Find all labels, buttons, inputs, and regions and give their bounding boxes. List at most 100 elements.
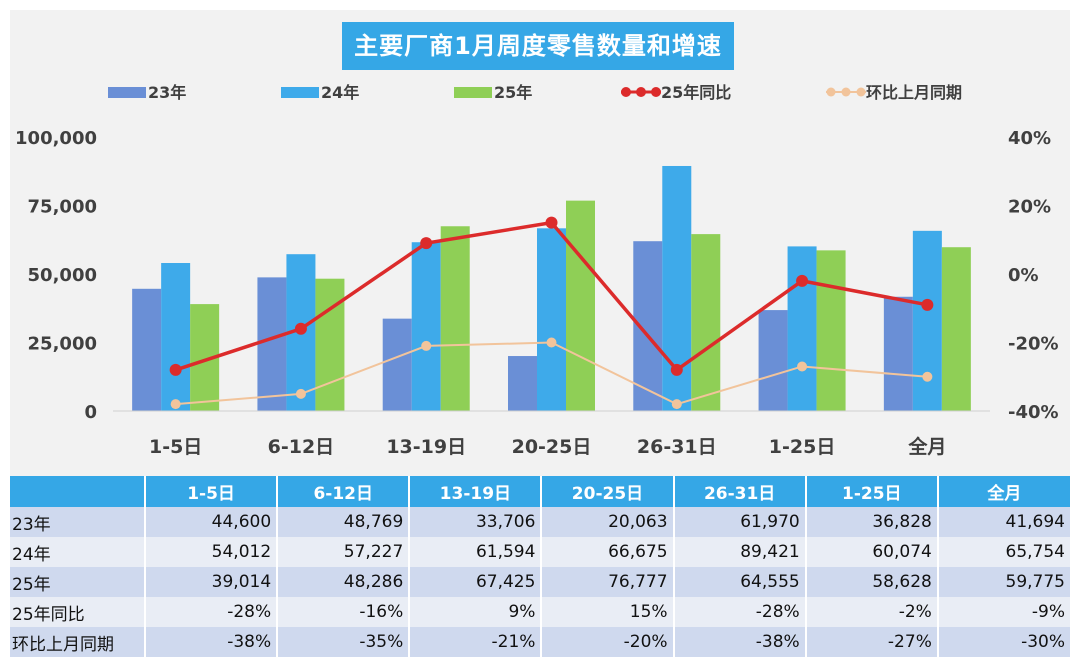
legend-marker: [856, 87, 866, 97]
line-point: [295, 388, 306, 399]
x-tick-label: 1-25日: [769, 436, 836, 458]
x-tick-label: 20-25日: [512, 436, 592, 458]
table-cell: -38%: [145, 627, 279, 657]
line-point: [797, 361, 808, 372]
table-cell: -28%: [673, 597, 807, 627]
table-cell: 64,555: [673, 567, 807, 597]
table-cell: 33,706: [409, 507, 543, 537]
y2-tick-label: 0%: [1008, 265, 1039, 286]
data-table: 1-5日 6-12日 13-19日 20-25日 26-31日 1-25日 全月…: [10, 476, 1070, 657]
table-header-cell: 6-12日: [277, 476, 411, 507]
legend-marker: [621, 87, 631, 97]
bar: [440, 226, 470, 411]
legend-label: 23年: [148, 83, 186, 102]
line-point: [169, 363, 182, 376]
table-cell: -21%: [409, 627, 543, 657]
table-cell: -38%: [673, 627, 807, 657]
table-cell: 44,600: [145, 507, 279, 537]
table-cell: -9%: [937, 597, 1070, 627]
line-point: [670, 363, 683, 376]
table-cell: 76,777: [541, 567, 675, 597]
y-tick-label: 100,000: [15, 128, 97, 149]
y-tick-label: 50,000: [28, 265, 97, 286]
line-point: [421, 340, 432, 351]
table-header-row: 1-5日 6-12日 13-19日 20-25日 26-31日 1-25日 全月: [10, 476, 1070, 507]
table-cell: 54,012: [145, 537, 279, 567]
y-tick-label: 25,000: [28, 334, 97, 355]
table-header-cell: 1-25日: [805, 476, 939, 507]
bar: [816, 250, 846, 411]
bar: [411, 242, 441, 411]
table-cell: -2%: [805, 597, 939, 627]
row-label: 25年: [10, 567, 146, 597]
table-cell: 9%: [409, 597, 543, 627]
y2-tick-label: 20%: [1008, 197, 1051, 218]
line-point: [170, 399, 181, 410]
line-point: [796, 274, 809, 287]
y2-tick-label: -20%: [1008, 334, 1059, 355]
y-tick-label: 75,000: [28, 197, 97, 218]
table-cell: 36,828: [805, 507, 939, 537]
table-cell: 66,675: [541, 537, 675, 567]
table-cell: 67,425: [409, 567, 543, 597]
table-cell: 48,286: [277, 567, 411, 597]
table-cell: -16%: [277, 597, 411, 627]
table-cell: 65,754: [937, 537, 1070, 567]
legend-swatch: [281, 87, 319, 98]
row-label: 环比上月同期: [10, 627, 146, 657]
table-header-cell: 26-31日: [673, 476, 807, 507]
bar: [161, 263, 191, 411]
table-cell: 39,014: [145, 567, 279, 597]
legend-marker: [651, 87, 661, 97]
table-cell: -35%: [277, 627, 411, 657]
table-row: 24年 54,012 57,227 61,594 66,675 89,421 6…: [10, 537, 1070, 567]
legend-swatch: [108, 87, 146, 98]
line-point: [420, 237, 433, 250]
legend-label: 环比上月同期: [866, 83, 962, 102]
line-point: [921, 298, 934, 311]
table-cell: 41,694: [937, 507, 1070, 537]
line-point: [545, 216, 558, 229]
bar: [508, 356, 537, 411]
line-point: [922, 371, 933, 382]
chart-svg: 0 25,000 50,000 75,000 100,000 -40% -20% 0% 20% 4…: [15, 83, 1059, 458]
bar: [941, 247, 971, 411]
table-cell: 60,074: [805, 537, 939, 567]
legend-label: 25年同比: [661, 83, 731, 102]
table-cell: 61,970: [673, 507, 807, 537]
bar: [883, 296, 913, 411]
line-point: [671, 399, 682, 410]
table-cell: 61,594: [409, 537, 543, 567]
bar: [315, 278, 345, 411]
table-cell: 58,628: [805, 567, 939, 597]
x-tick-label: 13-19日: [386, 436, 466, 458]
x-tick-label: 1-5日: [149, 436, 202, 458]
table-cell: 15%: [541, 597, 675, 627]
line-point: [294, 322, 307, 335]
legend-swatch: [454, 87, 492, 98]
table-row: 25年同比 -28% -16% 9% 15% -28% -2% -9%: [10, 597, 1070, 627]
x-tick-label: 全月: [907, 435, 946, 458]
table-header-cell: 1-5日: [145, 476, 279, 507]
legend-marker: [841, 87, 851, 97]
table-cell: 89,421: [673, 537, 807, 567]
bar: [382, 318, 412, 411]
table-cell: -30%: [937, 627, 1070, 657]
bar: [537, 228, 566, 411]
table-cell: 20,063: [541, 507, 675, 537]
bar: [912, 230, 942, 411]
table-cell: 57,227: [277, 537, 411, 567]
table-header-cell: 全月: [937, 476, 1070, 507]
legend-marker: [826, 87, 836, 97]
table-header-corner: [10, 476, 146, 507]
chart-title: 主要厂商1月周度零售数量和增速: [342, 22, 734, 70]
legend-label: 24年: [321, 83, 359, 102]
table-row: 25年 39,014 48,286 67,425 76,777 64,555 5…: [10, 567, 1070, 597]
bar: [691, 234, 721, 411]
row-label: 23年: [10, 507, 146, 537]
legend-label: 25年: [494, 83, 532, 102]
bar: [787, 246, 817, 411]
bar: [132, 288, 162, 411]
table-cell: -20%: [541, 627, 675, 657]
row-label: 25年同比: [10, 597, 146, 627]
